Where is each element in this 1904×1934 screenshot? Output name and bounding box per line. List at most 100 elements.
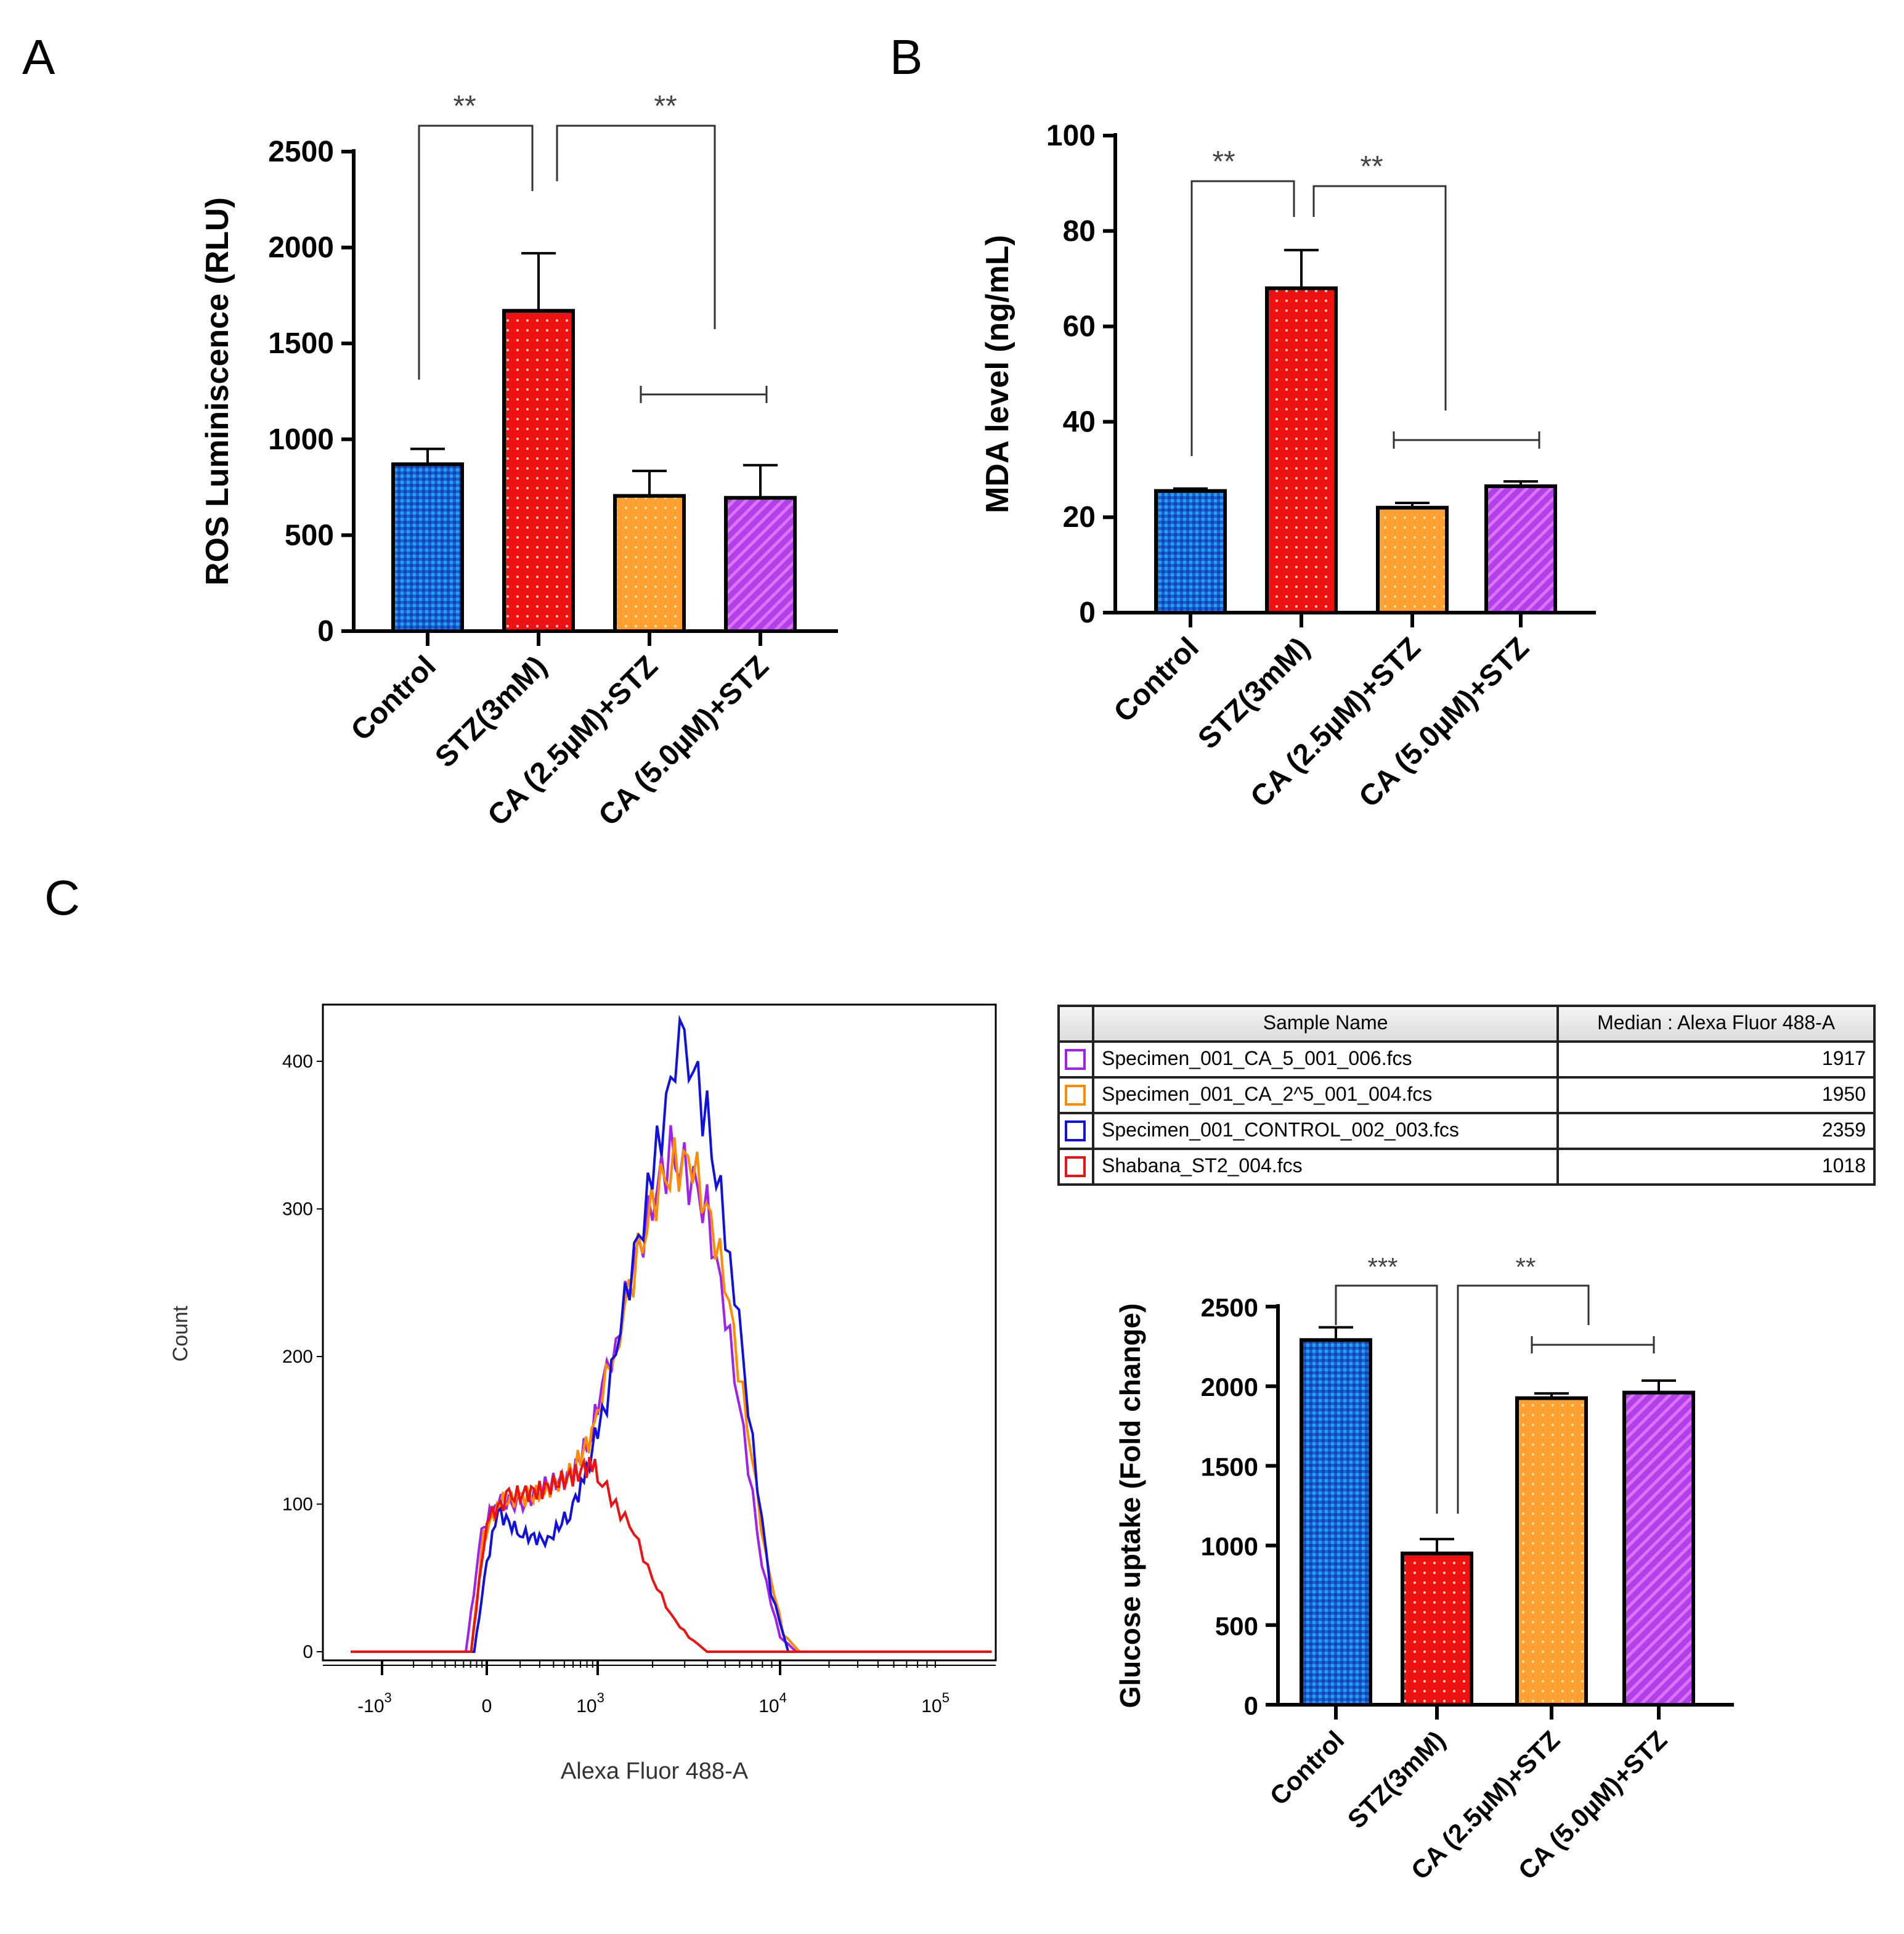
- table-row: Specimen_001_CONTROL_002_003.fcs 2359: [1057, 1112, 1876, 1150]
- header-median: Median : Alexa Fluor 488-A: [1556, 1005, 1876, 1043]
- sample-name: Specimen_001_CA_5_001_006.fcs: [1091, 1040, 1560, 1079]
- significance-bracket: [1312, 185, 1447, 410]
- significance-bracket: [418, 124, 534, 380]
- significance-bracket: [1190, 180, 1295, 456]
- x-tick-base: 10: [759, 1696, 779, 1716]
- plot-frame: [322, 1003, 997, 1662]
- x-tick-label: Control: [345, 650, 442, 747]
- x-tick-base: -10: [357, 1696, 384, 1716]
- significance-stars: **: [1212, 145, 1235, 178]
- significance-stars: **: [453, 90, 476, 123]
- median-value: 2359: [1556, 1112, 1876, 1150]
- bar-ca25: [613, 494, 686, 633]
- y-tick-label: 1000: [268, 423, 334, 456]
- x-tick-label: -103: [357, 1690, 392, 1716]
- y-tick-label: 80: [1063, 215, 1096, 248]
- bar-control: [1154, 489, 1227, 614]
- y-axis-title: Count: [169, 1305, 192, 1361]
- sample-name: Specimen_001_CA_2^5_001_004.fcs: [1091, 1076, 1560, 1114]
- panel-label-a: A: [22, 30, 55, 84]
- header-swatch: [1057, 1005, 1094, 1043]
- bar-stz: [1401, 1551, 1473, 1707]
- y-tick-label: 1500: [268, 327, 334, 360]
- x-tick-label: STZ(3mM): [1342, 1725, 1451, 1834]
- bar-control: [1300, 1338, 1372, 1707]
- x-tick-exponent: 4: [779, 1690, 787, 1705]
- significance-stars: **: [1516, 1252, 1536, 1281]
- sample-name: Shabana_ST2_004.fcs: [1091, 1148, 1560, 1186]
- panel-label-b: B: [890, 30, 922, 84]
- panel-label-c: C: [44, 870, 80, 925]
- x-tick-exponent: 3: [597, 1690, 604, 1705]
- significance-stars: **: [1360, 150, 1383, 183]
- x-tick-label: 105: [921, 1690, 950, 1716]
- y-tick-label: 2000: [268, 232, 334, 264]
- y-tick-label: 1000: [1201, 1532, 1258, 1561]
- x-tick-base: 10: [576, 1696, 596, 1716]
- median-value: 1018: [1556, 1148, 1876, 1186]
- median-table: Sample Name Median : Alexa Fluor 488-A S…: [1057, 1005, 1876, 1186]
- y-tick-label: 2500: [268, 136, 334, 168]
- x-tick-label: 0: [482, 1696, 492, 1716]
- x-tick-label: 104: [759, 1690, 787, 1716]
- header-sample-name: Sample Name: [1091, 1005, 1560, 1043]
- y-axis-title: ROS Luminiscence (RLU): [200, 197, 235, 586]
- y-tick-label: 40: [1063, 406, 1096, 438]
- y-tick-label: 20: [1063, 501, 1096, 534]
- y-tick-label: 500: [1215, 1612, 1258, 1641]
- y-tick-label: 2500: [1201, 1293, 1258, 1322]
- bar-ca50: [1622, 1390, 1695, 1707]
- table-row: Shabana_ST2_004.fcs 1018: [1057, 1148, 1876, 1186]
- y-tick-label: 0: [1079, 597, 1096, 629]
- y-tick-label: 300: [282, 1199, 313, 1220]
- y-tick-label: 0: [303, 1642, 313, 1662]
- sample-name: Specimen_001_CONTROL_002_003.fcs: [1091, 1112, 1560, 1150]
- median-value: 1917: [1556, 1040, 1876, 1079]
- table-row: Specimen_001_CA_5_001_006.fcs 1917: [1057, 1040, 1876, 1079]
- x-tick-label: Control: [1264, 1725, 1350, 1811]
- y-axis-title: MDA level (ng/mL): [980, 235, 1015, 513]
- significance-bracket: [556, 124, 716, 329]
- significance-stars: ***: [1367, 1252, 1397, 1281]
- bar-ca50: [724, 496, 797, 633]
- table-header: Sample Name Median : Alexa Fluor 488-A: [1057, 1005, 1876, 1043]
- swatch-icon: [1065, 1156, 1086, 1177]
- bar-control: [391, 462, 464, 633]
- bar-stz: [1265, 286, 1338, 614]
- x-tick-label: 103: [576, 1690, 604, 1716]
- swatch-icon: [1065, 1048, 1086, 1070]
- x-axis-title: Alexa Fluor 488-A: [561, 1758, 749, 1784]
- ns-bracket: [640, 386, 768, 403]
- bar-ca25: [1515, 1396, 1588, 1707]
- y-tick-label: 100: [1046, 120, 1096, 152]
- ns-bracket: [1531, 1336, 1655, 1353]
- ns-bracket: [1393, 431, 1540, 449]
- y-tick-label: 100: [282, 1495, 313, 1515]
- ros-bar-chart: 0 500 1000 1500 2000 2500 ROS Luminiscence (RL…: [200, 90, 838, 833]
- y-tick-label: 2000: [1201, 1373, 1258, 1402]
- y-tick-label: 0: [317, 615, 334, 648]
- x-tick-base: 0: [482, 1696, 492, 1716]
- swatch-icon: [1065, 1120, 1086, 1141]
- bar-ca25: [1376, 505, 1449, 614]
- y-tick-label: 400: [282, 1051, 313, 1072]
- x-tick-exponent: 3: [384, 1690, 392, 1705]
- x-tick-base: 10: [921, 1696, 942, 1716]
- histogram-series-3: [351, 1456, 992, 1653]
- y-tick-label: 0: [1244, 1691, 1258, 1720]
- y-tick-label: 500: [285, 519, 334, 552]
- bar-stz: [502, 309, 575, 633]
- glucose-bar-chart: 0 500 1000 1500 2000 2500 Glucose uptake (Fold…: [1114, 1252, 1734, 1885]
- x-tick-label: Control: [1108, 631, 1205, 728]
- x-tick-exponent: 5: [942, 1690, 950, 1705]
- significance-stars: **: [654, 90, 677, 123]
- significance-bracket: [1335, 1284, 1438, 1514]
- table-row: Specimen_001_CA_2^5_001_004.fcs 1950: [1057, 1076, 1876, 1114]
- swatch-icon: [1065, 1084, 1086, 1106]
- y-tick-label: 200: [282, 1347, 313, 1367]
- significance-bracket: [1457, 1284, 1590, 1514]
